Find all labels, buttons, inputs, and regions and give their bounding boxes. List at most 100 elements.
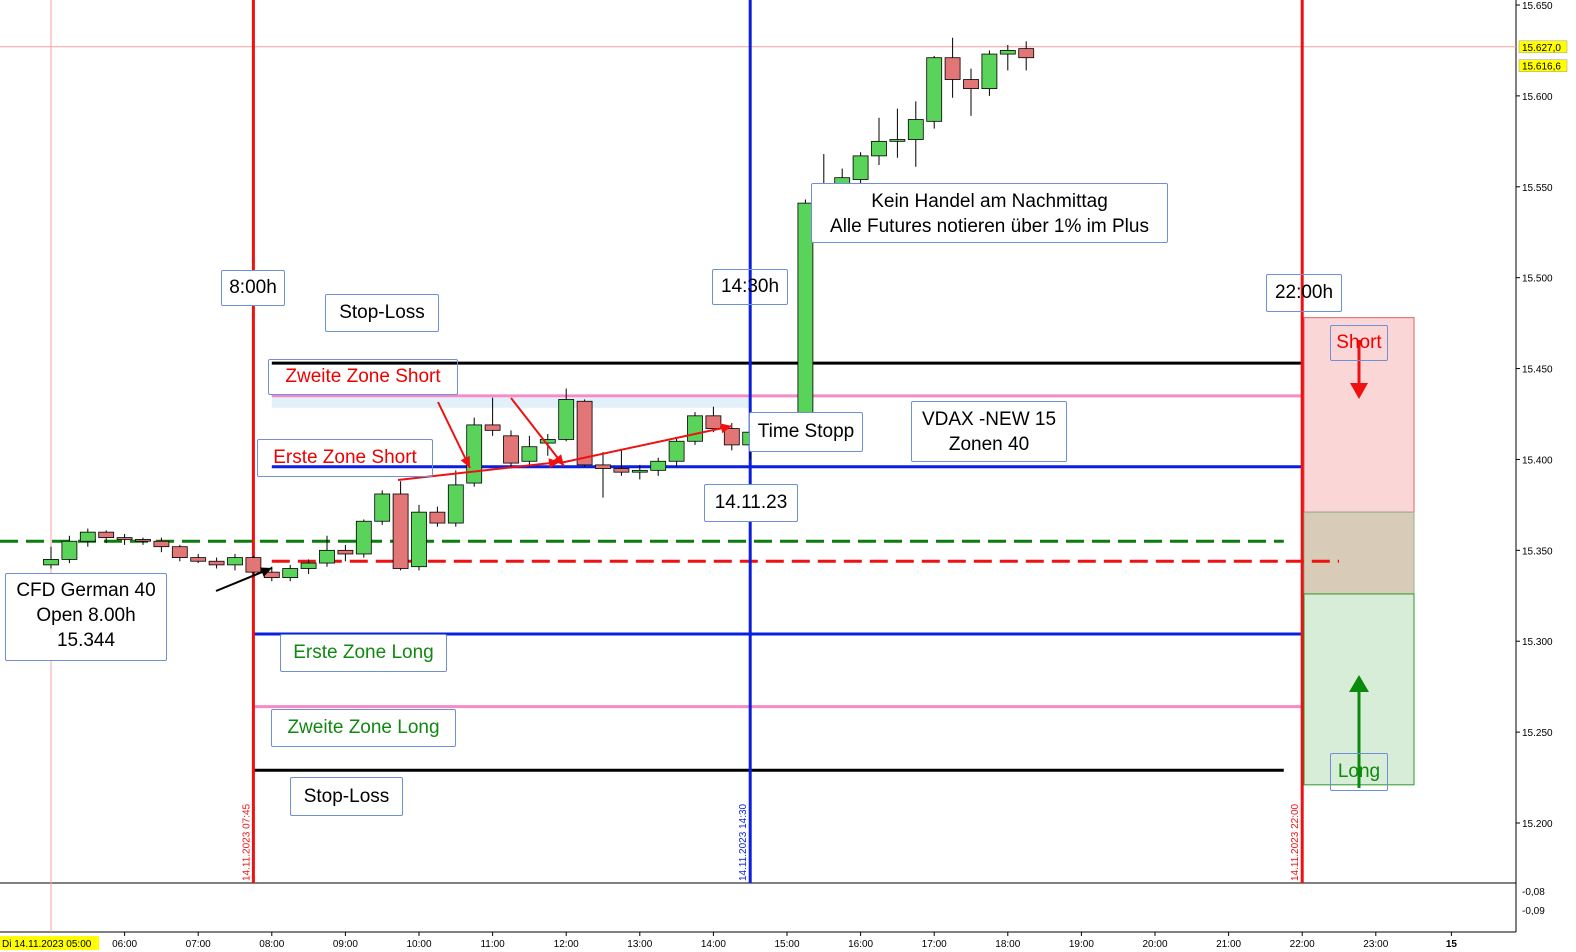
- label-stop-loss-top: Stop-Loss: [325, 294, 439, 332]
- neutral-zone: [1303, 511, 1415, 595]
- candle-body: [466, 424, 483, 484]
- candle-11:15: [503, 430, 519, 469]
- candle-body: [539, 439, 556, 444]
- candle-12:30: [595, 452, 611, 498]
- candle-07:00: [190, 553, 207, 564]
- candle-08:45: [319, 535, 335, 567]
- candle-body: [889, 139, 906, 142]
- short-arrow-1-line: [437, 401, 471, 469]
- candle-07:15: [208, 557, 225, 569]
- candle-body: [355, 520, 372, 555]
- label-stop-loss-bottom: Stop-Loss: [290, 777, 403, 816]
- candle-body: [374, 493, 391, 522]
- label-time-stopp: Time Stopp: [749, 412, 863, 452]
- candle-body: [595, 464, 611, 469]
- ytick-label: 15.550: [1522, 183, 1553, 194]
- xtick-label: 17:00: [922, 939, 947, 950]
- long-arrow-head: [1349, 675, 1369, 692]
- candle-body: [392, 493, 409, 569]
- candle-body: [1018, 48, 1035, 59]
- xtick-label: 19:00: [1069, 939, 1094, 950]
- xtick-label: 07:00: [186, 939, 211, 950]
- price-tag-label: 15.627,0: [1522, 43, 1561, 54]
- zone-band-short: [271, 397, 751, 408]
- vdax-line-2: Zonen 40: [948, 434, 1030, 455]
- candle-10:45: [466, 417, 483, 487]
- price-tag-box: [1518, 40, 1568, 54]
- ytick-label: 15.450: [1522, 365, 1553, 376]
- trend-arrow-2-head: [720, 423, 732, 434]
- xtick-label: 13:00: [627, 939, 652, 950]
- candle-13:15: [650, 457, 667, 476]
- candle-05:30: [79, 528, 96, 547]
- candle-body: [705, 415, 722, 429]
- candle-body: [171, 546, 188, 559]
- xtick-label: 12:00: [554, 939, 579, 950]
- candle-17:30: [963, 68, 979, 116]
- candle-12:45: [613, 450, 630, 476]
- candle-body: [447, 484, 464, 524]
- label-time-1430: 14:30h: [712, 269, 788, 305]
- candle-body: [613, 468, 630, 473]
- price-tag-label: 15.616,6: [1522, 62, 1561, 73]
- candle-body: [668, 440, 685, 462]
- candle-08:30: [300, 559, 317, 574]
- vline-1430-label: 14.11.2023 14:30: [738, 803, 749, 881]
- indicator-tick-label: -0,09: [1522, 906, 1545, 917]
- candle-body: [521, 446, 538, 462]
- candle-body: [871, 140, 887, 157]
- ytick-label: 15.600: [1522, 92, 1553, 103]
- candle-10:30: [447, 470, 464, 527]
- vdax-line-1: VDAX -NEW 15: [921, 409, 1057, 430]
- candle-06:30: [153, 537, 170, 553]
- ytick-label: 15.650: [1522, 1, 1553, 12]
- vline-0800-label: 14.11.2023 07:45: [241, 803, 252, 881]
- xtick-label: 21:00: [1216, 939, 1241, 950]
- candle-body: [963, 79, 979, 90]
- candle-body: [926, 57, 943, 122]
- candle-05:45: [98, 530, 115, 544]
- candle-body: [337, 549, 354, 555]
- candle-13:45: [687, 412, 703, 445]
- xtick-label: 15:00: [774, 939, 799, 950]
- label-date: 14.11.23: [704, 484, 798, 522]
- trend-arrow-1-line: [397, 461, 561, 481]
- candle-06:45: [171, 544, 188, 562]
- candle-18:00: [999, 44, 1016, 71]
- candle-body: [190, 557, 207, 562]
- candle-body: [227, 557, 243, 566]
- label-zweite-zone-long: Zweite Zone Long: [271, 709, 456, 747]
- cfd-line-3: 15.344: [56, 630, 116, 651]
- candle-06:15: [135, 537, 151, 545]
- candle-16:30: [889, 108, 906, 158]
- candle-body: [503, 435, 519, 464]
- candle-body: [208, 560, 225, 566]
- candle-05:15: [61, 535, 78, 564]
- xtick-label: 22:00: [1290, 939, 1315, 950]
- ytick-label: 15.500: [1522, 274, 1553, 285]
- kein-handel-line-1: Kein Handel am Nachmittag: [871, 191, 1108, 212]
- label-short: Short: [1330, 325, 1388, 361]
- open-pointer-arrow-head: [259, 567, 272, 577]
- candle-06:00: [116, 533, 133, 545]
- candle-09:00: [337, 544, 354, 562]
- xtick-label: 18:00: [995, 939, 1020, 950]
- candle-08:15: [282, 564, 299, 582]
- label-long: Long: [1330, 753, 1388, 791]
- xtick-label: 20:00: [1142, 939, 1167, 950]
- short-arrow-2-line: [510, 397, 565, 467]
- candle-body: [999, 50, 1016, 55]
- candles: [43, 37, 1035, 582]
- xtick-label: 14:00: [701, 939, 726, 950]
- label-cfd-open: CFD German 40 Open 8.00h 15.344: [5, 573, 167, 661]
- candle-17:15: [944, 37, 961, 98]
- candle-body: [429, 511, 446, 524]
- candle-body: [153, 540, 170, 548]
- xtick-label: 15: [1446, 939, 1458, 950]
- ytick-label: 15.200: [1522, 819, 1553, 830]
- candle-16:15: [871, 117, 887, 165]
- xtick-label: 09:00: [333, 939, 358, 950]
- vline-2200-label: 14.11.2023 22:00: [1290, 803, 1301, 881]
- ytick-label: 15.400: [1522, 455, 1553, 466]
